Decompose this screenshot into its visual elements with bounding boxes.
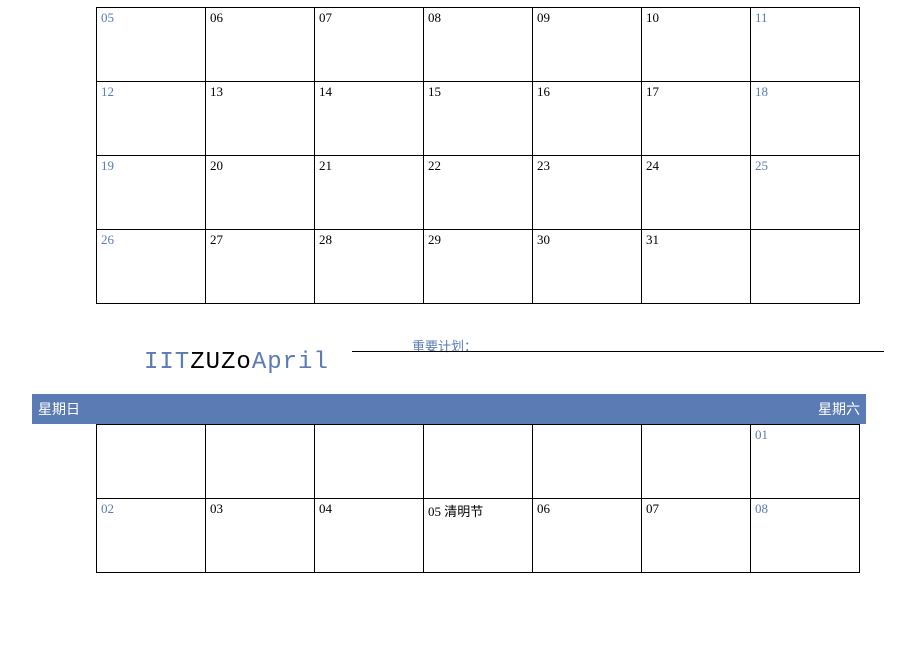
day-number: 07 (319, 10, 332, 25)
calendar-cell: 10 (642, 8, 751, 82)
day-number: 30 (537, 232, 550, 247)
day-number: 09 (537, 10, 550, 25)
day-number: 24 (646, 158, 659, 173)
day-number: 18 (755, 84, 768, 99)
calendar-cell: 07 (642, 499, 751, 573)
day-number: 07 (646, 501, 659, 516)
calendar-cell: 13 (206, 82, 315, 156)
week-header-saturday: 星期六 (818, 399, 860, 419)
month-title-prefix: IIT (144, 349, 190, 376)
day-number: 23 (537, 158, 550, 173)
calendar-cell (97, 425, 206, 499)
day-number: 05 (428, 504, 441, 519)
day-number: 20 (210, 158, 223, 173)
calendar-cell: 16 (533, 82, 642, 156)
day-number: 17 (646, 84, 659, 99)
calendar-cell: 27 (206, 230, 315, 304)
calendar-cell: 14 (315, 82, 424, 156)
calendar-cell: 24 (642, 156, 751, 230)
day-number: 10 (646, 10, 659, 25)
day-number: 04 (319, 501, 332, 516)
day-number: 08 (428, 10, 441, 25)
plan-underline (352, 351, 884, 352)
calendar-cell: 29 (424, 230, 533, 304)
calendar-cell: 23 (533, 156, 642, 230)
calendar-cell: 19 (97, 156, 206, 230)
calendar-cell: 17 (642, 82, 751, 156)
day-number: 31 (646, 232, 659, 247)
calendar-cell (642, 425, 751, 499)
day-number: 15 (428, 84, 441, 99)
calendar-cell: 28 (315, 230, 424, 304)
month-title: IITZUZoApril (144, 349, 329, 376)
calendar-cell: 15 (424, 82, 533, 156)
calendar-cell: 26 (97, 230, 206, 304)
day-number: 08 (755, 501, 768, 516)
march-calendar: 05 06 07 08 09 10 11 12 13 14 15 16 17 18 19 20 21 22 23 24… (96, 7, 860, 304)
calendar-cell: 08 (424, 8, 533, 82)
calendar-cell (206, 425, 315, 499)
calendar-cell: 07 (315, 8, 424, 82)
calendar-cell (424, 425, 533, 499)
calendar-cell: 11 (751, 8, 860, 82)
calendar-cell: 18 (751, 82, 860, 156)
month-title-suffix: April (252, 349, 329, 376)
day-number: 06 (537, 501, 550, 516)
day-number: 12 (101, 84, 114, 99)
day-number: 21 (319, 158, 332, 173)
calendar-cell (315, 425, 424, 499)
day-number: 02 (101, 501, 114, 516)
day-number: 29 (428, 232, 441, 247)
calendar-cell: 02 (97, 499, 206, 573)
april-calendar: 01 02 03 04 05 清明节 06 07 08 (96, 424, 860, 573)
calendar-cell: 09 (533, 8, 642, 82)
day-number: 05 (101, 10, 114, 25)
calendar-cell: 04 (315, 499, 424, 573)
calendar-cell: 31 (642, 230, 751, 304)
calendar-cell: 12 (97, 82, 206, 156)
calendar-cell: 01 (751, 425, 860, 499)
calendar-cell (533, 425, 642, 499)
day-number: 14 (319, 84, 332, 99)
calendar-cell: 21 (315, 156, 424, 230)
calendar-cell: 30 (533, 230, 642, 304)
calendar-cell: 03 (206, 499, 315, 573)
week-header: 星期日 星期六 (32, 394, 866, 424)
calendar-cell: 22 (424, 156, 533, 230)
day-number: 26 (101, 232, 114, 247)
calendar-cell: 25 (751, 156, 860, 230)
calendar-cell (751, 230, 860, 304)
week-header-sunday: 星期日 (38, 399, 80, 419)
plan-label: 重要计划： (412, 336, 477, 355)
day-number: 01 (755, 427, 768, 442)
day-number: 27 (210, 232, 223, 247)
day-number: 25 (755, 158, 768, 173)
holiday-label: 清明节 (441, 504, 483, 519)
day-number: 11 (755, 10, 768, 25)
calendar-cell: 05 清明节 (424, 499, 533, 573)
month-title-mid: ZUZo (190, 349, 252, 376)
day-number: 22 (428, 158, 441, 173)
day-number: 19 (101, 158, 114, 173)
day-number: 28 (319, 232, 332, 247)
calendar-cell: 08 (751, 499, 860, 573)
calendar-cell: 06 (533, 499, 642, 573)
calendar-cell: 06 (206, 8, 315, 82)
day-number: 16 (537, 84, 550, 99)
day-number: 03 (210, 501, 223, 516)
day-number: 06 (210, 10, 223, 25)
calendar-cell: 20 (206, 156, 315, 230)
calendar-cell: 05 (97, 8, 206, 82)
day-number: 13 (210, 84, 223, 99)
